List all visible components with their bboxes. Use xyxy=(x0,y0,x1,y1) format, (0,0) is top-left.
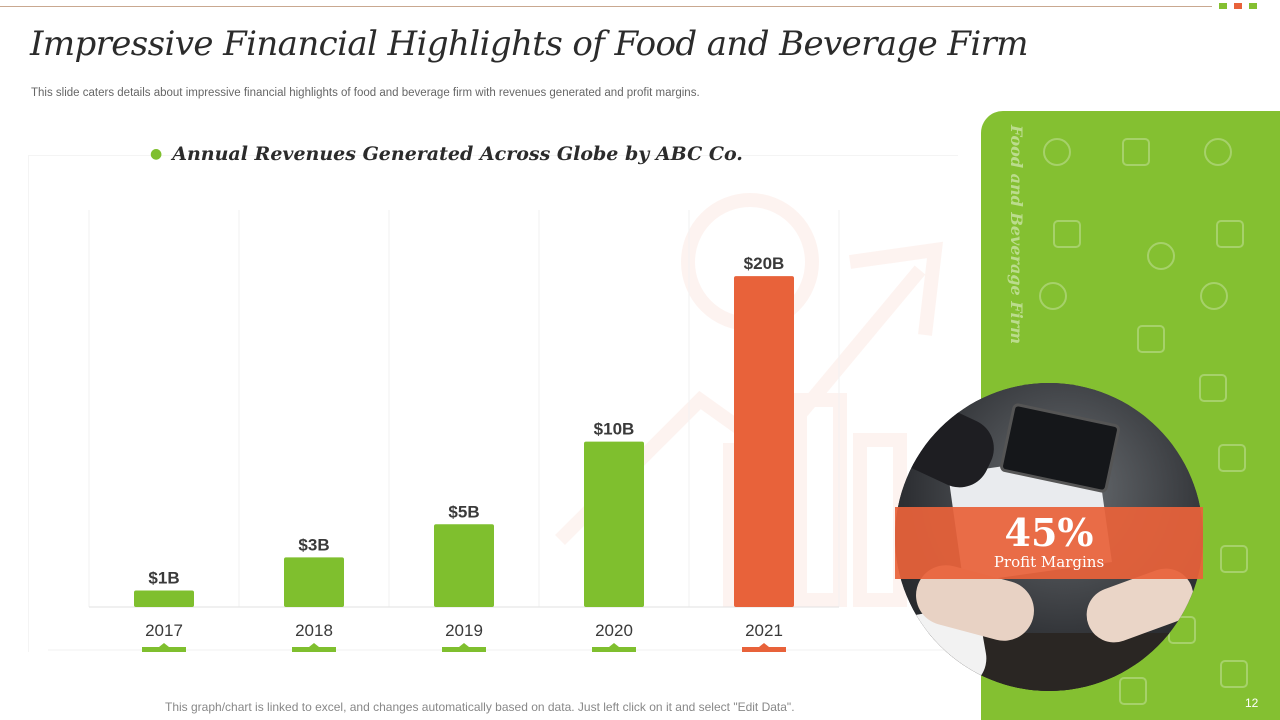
data-label-2020: $10B xyxy=(594,420,635,439)
chart-title: ● Annual Revenues Generated Across Globe … xyxy=(150,143,743,165)
revenue-bar-chart[interactable]: $1B 2017 $3B 2018 $5B 2019 $10B 2020 $20B 2021 xyxy=(0,0,980,720)
bar-2018 xyxy=(284,557,344,607)
tick-marker xyxy=(292,647,336,652)
tick-marker xyxy=(592,647,636,652)
globe-icon xyxy=(1043,138,1071,166)
tick-marker xyxy=(142,647,186,652)
top-rule xyxy=(0,6,1212,7)
panel-label: Food and Beverage Firm xyxy=(1007,125,1026,345)
profit-margin-value: 45% xyxy=(1004,510,1094,555)
x-tick-label: 2017 xyxy=(145,621,183,640)
cart-icon xyxy=(1218,444,1246,472)
tick-marker xyxy=(442,647,486,652)
data-label-2018: $3B xyxy=(298,535,329,554)
footnote: This graph/chart is linked to excel, and… xyxy=(165,700,795,714)
globe-icon xyxy=(1204,138,1232,166)
chart-icon xyxy=(1216,220,1244,248)
slide-subtitle: This slide caters details about impressi… xyxy=(31,87,700,99)
home-icon xyxy=(1122,138,1150,166)
monitor-icon xyxy=(1220,660,1248,688)
bullet-icon: ● xyxy=(150,146,163,162)
tick-pointer xyxy=(609,643,619,647)
bar-2021 xyxy=(734,276,794,607)
document-icon xyxy=(1220,545,1248,573)
network-icon xyxy=(1137,325,1165,353)
data-label-2021: $20B xyxy=(744,254,785,273)
x-tick-label: 2020 xyxy=(595,621,633,640)
tick-pointer xyxy=(759,643,769,647)
chart-title-text: Annual Revenues Generated Across Globe b… xyxy=(172,143,743,165)
bar-2020 xyxy=(584,441,644,607)
grid-icon xyxy=(1199,374,1227,402)
gear-icon xyxy=(1200,282,1228,310)
profit-margin-label: Profit Margins xyxy=(993,553,1105,571)
x-tick-label: 2019 xyxy=(445,621,483,640)
x-tick-label: 2021 xyxy=(745,621,783,640)
gear-icon xyxy=(1039,282,1067,310)
data-label-2019: $5B xyxy=(448,502,479,521)
accent-square xyxy=(1249,3,1257,9)
tick-pointer xyxy=(459,643,469,647)
team-icon xyxy=(1053,220,1081,248)
accent-square xyxy=(1219,3,1227,9)
chart-frame xyxy=(28,155,958,652)
page-number: 12 xyxy=(1245,696,1259,710)
profit-margin-badge: 45% Profit Margins xyxy=(895,507,1203,579)
x-tick-label: 2018 xyxy=(295,621,333,640)
tick-pointer xyxy=(309,643,319,647)
bar-2019 xyxy=(434,524,494,607)
bar-2017 xyxy=(134,590,194,607)
slide-title: Impressive Financial Highlights of Food … xyxy=(30,24,1028,64)
accent-square xyxy=(1234,3,1242,9)
tick-pointer xyxy=(159,643,169,647)
tick-marker xyxy=(742,647,786,652)
target-icon xyxy=(1147,242,1175,270)
data-label-2017: $1B xyxy=(148,568,179,587)
